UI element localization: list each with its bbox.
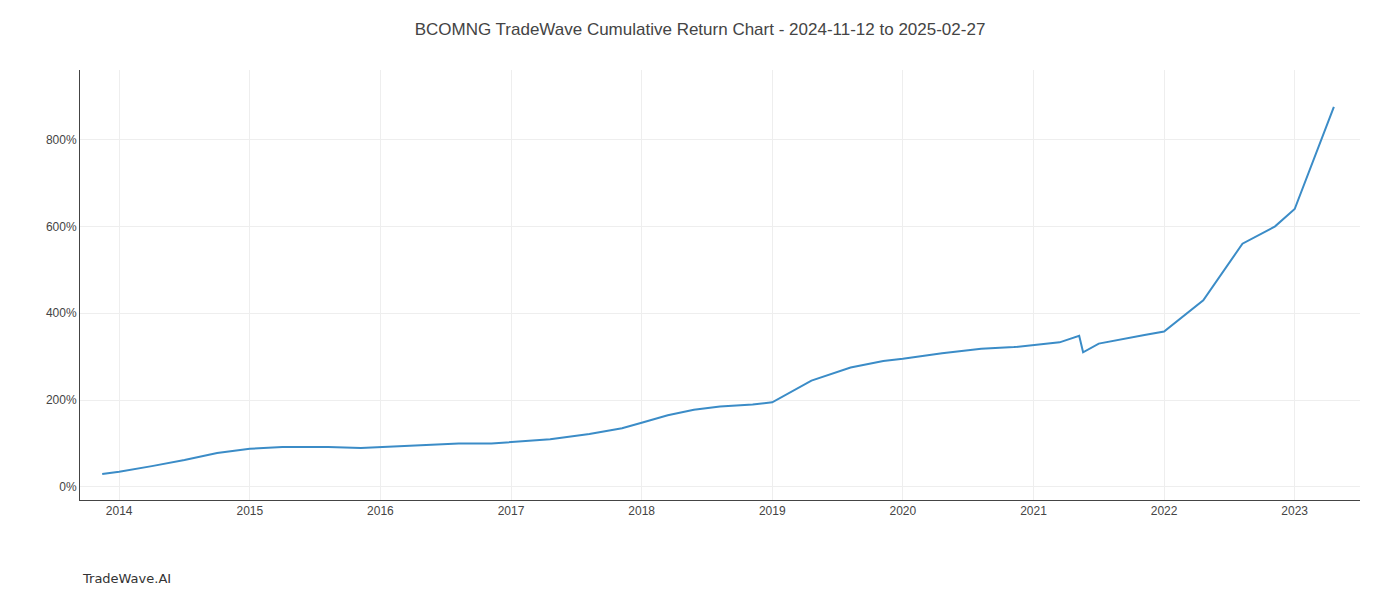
svg-text:BCOMNG TradeWave Cumulative Re: BCOMNG TradeWave Cumulative Return Chart… — [415, 20, 986, 39]
svg-text:2021: 2021 — [1020, 504, 1047, 518]
svg-text:600%: 600% — [46, 220, 77, 234]
svg-text:2019: 2019 — [759, 504, 786, 518]
svg-text:2020: 2020 — [890, 504, 917, 518]
svg-text:200%: 200% — [46, 393, 77, 407]
svg-text:2017: 2017 — [498, 504, 525, 518]
svg-text:2023: 2023 — [1281, 504, 1308, 518]
svg-text:400%: 400% — [46, 306, 77, 320]
svg-text:800%: 800% — [46, 133, 77, 147]
svg-text:2022: 2022 — [1151, 504, 1178, 518]
svg-text:0%: 0% — [59, 480, 77, 494]
svg-text:2014: 2014 — [106, 504, 133, 518]
svg-text:2015: 2015 — [236, 504, 263, 518]
svg-text:TradeWave.AI: TradeWave.AI — [82, 571, 171, 586]
svg-text:2016: 2016 — [367, 504, 394, 518]
svg-text:2018: 2018 — [628, 504, 655, 518]
